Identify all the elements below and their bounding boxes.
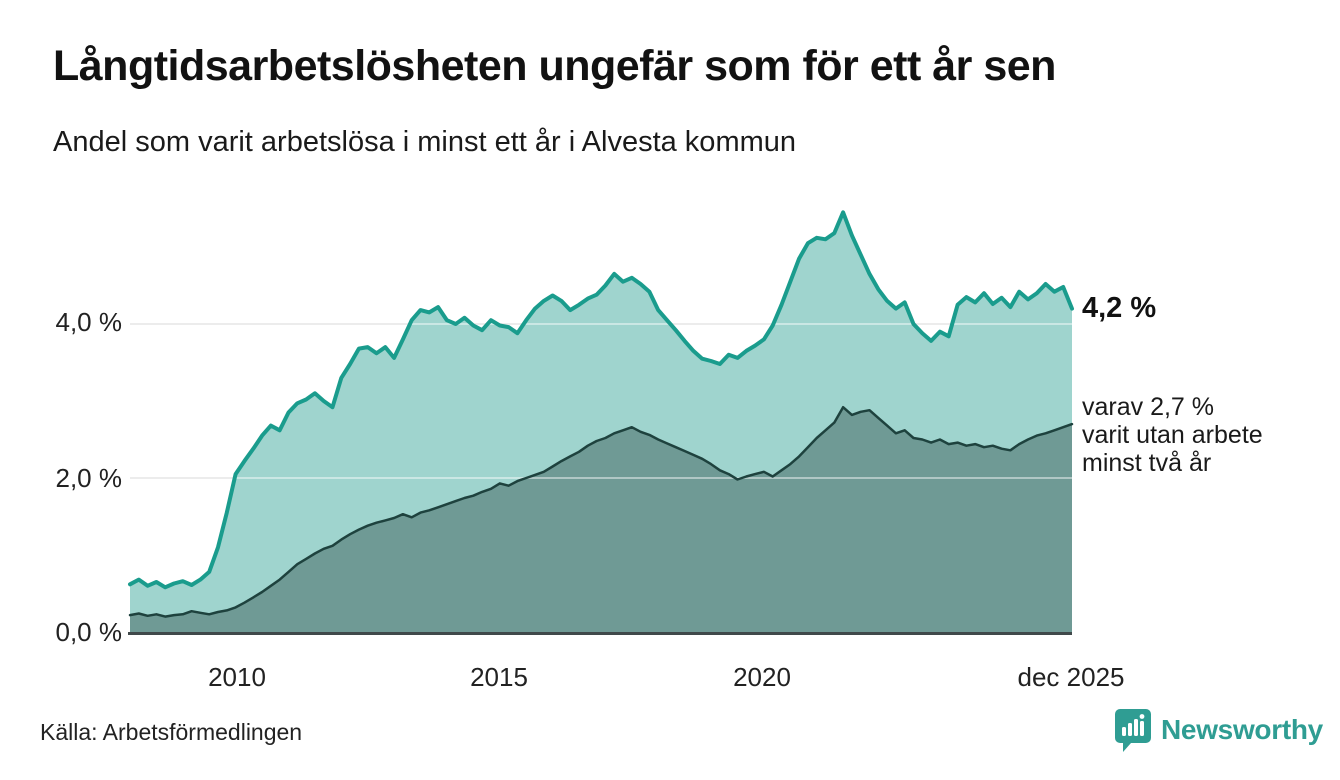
y-axis-tick-2: 2,0 % (55, 463, 123, 493)
bar-chart-speech-bubble-icon (1115, 709, 1151, 752)
secondary-value-line-1: varav 2,7 % (1082, 393, 1215, 421)
newsworthy-logo: Newsworthy (1114, 707, 1323, 753)
page-subtitle: Andel som varit arbetslösa i minst ett å… (53, 126, 797, 158)
y-axis-tick-0: 0,0 % (55, 617, 123, 647)
secondary-value-line-2: varit utan arbete (1082, 421, 1263, 449)
series-2-area (130, 407, 1072, 632)
x-axis-tick-dec-2025: dec 2025 (1017, 662, 1125, 692)
series-1-line (128, 210, 1074, 590)
source-label: Källa: Arbetsförmedlingen (40, 719, 303, 745)
secondary-value-label: varav 2,7 % varit utan arbete minst två … (1082, 393, 1263, 477)
series-2-line (128, 405, 1074, 618)
x-axis-tick-2020: 2020 (733, 662, 791, 692)
secondary-value-line-3: minst två år (1082, 449, 1212, 477)
page-title: Långtidsarbetslösheten ungefär som för e… (53, 42, 1056, 90)
newsworthy-wordmark: Newsworthy (1161, 714, 1323, 745)
x-axis-tick-2010: 2010 (208, 662, 266, 692)
x-axis-tick-2015: 2015 (470, 662, 528, 692)
y-axis-tick-4: 4,0 % (55, 307, 123, 337)
end-value-label: 4,2 % (1082, 292, 1157, 324)
